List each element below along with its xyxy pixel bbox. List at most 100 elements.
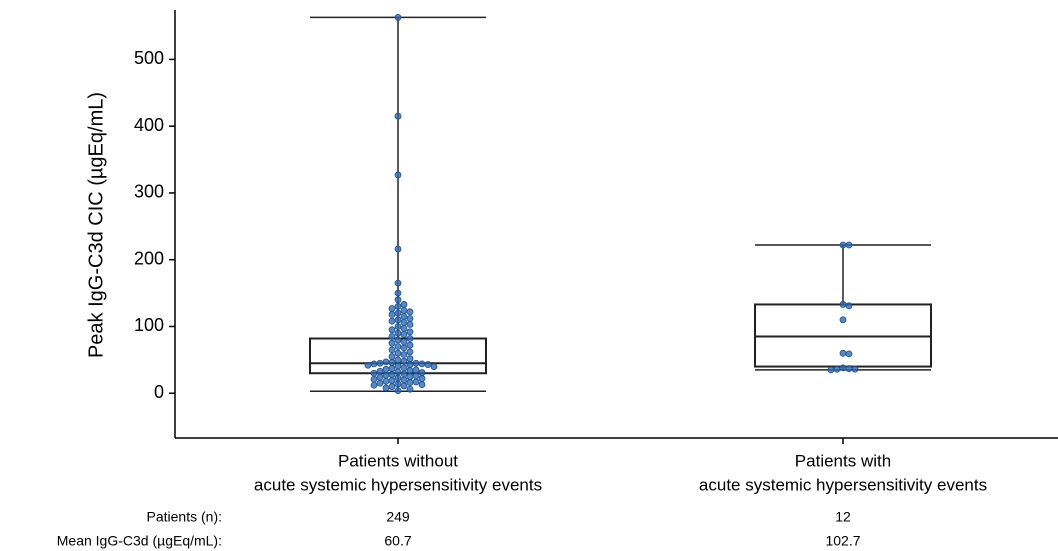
data-point (376, 359, 384, 367)
data-point (406, 379, 414, 386)
data-point (394, 362, 402, 370)
data-point (406, 308, 414, 316)
data-point (394, 374, 402, 382)
data-point (364, 361, 372, 369)
data-point (394, 296, 402, 304)
data-point (418, 360, 426, 368)
data-point (382, 365, 390, 373)
summary-value: 60.7 (384, 533, 411, 549)
data-point (394, 303, 402, 310)
data-point (388, 339, 396, 347)
data-point (412, 378, 420, 386)
data-point (382, 377, 390, 385)
data-point (406, 335, 414, 342)
summary-label: Patients (n): (147, 509, 222, 525)
data-point (376, 379, 384, 387)
data-point (376, 367, 384, 375)
data-point (400, 338, 408, 346)
data-point (400, 319, 408, 326)
data-point (400, 313, 408, 320)
data-point (382, 358, 390, 366)
data-point (388, 333, 396, 340)
data-point (406, 361, 414, 368)
data-point (394, 336, 402, 344)
data-point (412, 372, 420, 380)
data-point (388, 305, 396, 312)
y-tick-label: 400 (134, 115, 164, 135)
data-point (400, 357, 408, 365)
data-point (406, 355, 414, 362)
data-point (394, 349, 402, 357)
data-point (400, 301, 408, 308)
data-point (382, 371, 390, 379)
data-point (851, 365, 859, 373)
data-point (833, 365, 841, 373)
x-tick-label: Patients with (795, 451, 891, 470)
data-point (382, 384, 390, 392)
summary-value: 102.7 (825, 533, 860, 549)
data-point (394, 380, 402, 388)
y-tick-label: 300 (134, 182, 164, 202)
data-point (839, 364, 847, 372)
data-point (394, 387, 402, 394)
data-point (839, 316, 847, 324)
data-point (424, 361, 432, 368)
data-point (394, 329, 402, 337)
x-tick-label: Patients without (338, 451, 458, 470)
data-point (406, 373, 414, 380)
data-point (406, 315, 414, 322)
data-point (394, 245, 402, 253)
data-point (400, 307, 408, 314)
data-point (400, 370, 408, 378)
data-point (406, 348, 414, 356)
summary-value: 12 (835, 509, 851, 525)
data-point (400, 376, 408, 384)
box (754, 303, 932, 368)
y-tick-label: 100 (134, 315, 164, 335)
data-point (394, 289, 402, 297)
x-tick-label: acute systemic hypersensitivity events (699, 475, 987, 494)
data-point (376, 373, 384, 381)
data-point (388, 326, 396, 334)
data-point (400, 344, 408, 352)
y-tick-label: 500 (134, 48, 164, 68)
data-point (388, 346, 396, 354)
data-point (412, 359, 420, 367)
data-point (400, 325, 408, 332)
data-point (394, 368, 402, 376)
data-point (400, 382, 408, 390)
data-point (394, 171, 402, 179)
data-point (400, 364, 408, 372)
data-point (400, 351, 408, 358)
data-point (394, 323, 402, 330)
data-point (388, 311, 396, 318)
y-tick-label: 200 (134, 248, 164, 268)
data-point (839, 349, 847, 357)
data-point (845, 241, 853, 249)
x-tick-label: acute systemic hypersensitivity events (254, 475, 542, 494)
data-point (388, 365, 396, 372)
data-point (839, 301, 847, 308)
data-point (388, 353, 396, 360)
data-point (394, 13, 402, 21)
data-point (388, 359, 396, 366)
y-tick-label: 0 (154, 382, 164, 402)
data-point (394, 112, 402, 120)
data-point (418, 375, 426, 382)
data-point (406, 321, 414, 328)
data-point (370, 369, 378, 377)
data-point (845, 350, 853, 358)
data-point (845, 302, 853, 310)
data-point (394, 343, 402, 350)
data-point (394, 279, 402, 287)
data-point (418, 381, 426, 388)
data-point (388, 377, 396, 384)
data-point (388, 371, 396, 378)
data-point (394, 356, 402, 364)
data-point (412, 366, 420, 374)
data-point (406, 328, 414, 336)
data-point (388, 383, 396, 390)
data-point (394, 309, 402, 317)
summary-label: Mean IgG-C3d (µgEq/mL): (57, 533, 222, 549)
